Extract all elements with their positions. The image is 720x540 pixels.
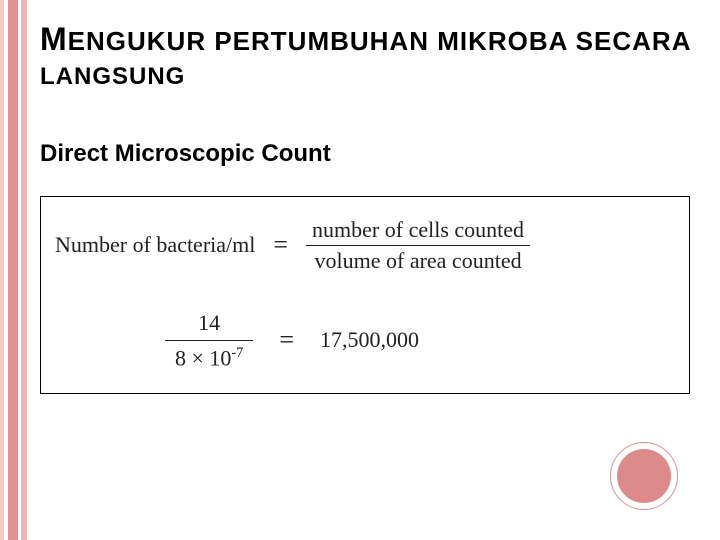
example-denominator: 8 × 10-7 (165, 341, 253, 375)
fraction-numerator: number of cells counted (306, 215, 530, 245)
example-fraction: 14 8 × 10-7 (165, 306, 253, 375)
example-numerator: 14 (188, 306, 230, 340)
left-accent-stripes (0, 0, 27, 540)
slide-content: MENGUKUR PERTUMBUHAN MIKROBA SECARA LANG… (40, 18, 700, 394)
equals-sign: = (279, 325, 294, 355)
equation-example: 14 8 × 10-7 = 17,500,000 (165, 306, 675, 375)
title-cap: M (40, 21, 68, 57)
equation-lhs: Number of bacteria/ml (55, 232, 255, 258)
title-rest: ENGUKUR PERTUMBUHAN MIKROBA SECARA (68, 26, 692, 56)
stripe-5 (21, 0, 27, 540)
equation-rhs-fraction: number of cells counted volume of area c… (306, 215, 530, 276)
title-line-2: LANGSUNG (40, 61, 700, 93)
formula-box: Number of bacteria/ml = number of cells … (40, 196, 690, 394)
fraction-denominator: volume of area counted (309, 246, 528, 276)
title-line-1: MENGUKUR PERTUMBUHAN MIKROBA SECARA (40, 18, 700, 61)
accent-circle-inner (617, 449, 671, 503)
slide-title: MENGUKUR PERTUMBUHAN MIKROBA SECARA LANG… (40, 18, 700, 94)
example-result: 17,500,000 (320, 327, 419, 353)
subheading: Direct Microscopic Count (40, 140, 700, 168)
example-denom-base: 8 × 10 (175, 345, 231, 370)
equals-sign: = (273, 230, 288, 260)
equation-definition: Number of bacteria/ml = number of cells … (55, 215, 675, 276)
stripe-3 (8, 0, 18, 540)
example-denom-exponent: -7 (231, 345, 243, 361)
